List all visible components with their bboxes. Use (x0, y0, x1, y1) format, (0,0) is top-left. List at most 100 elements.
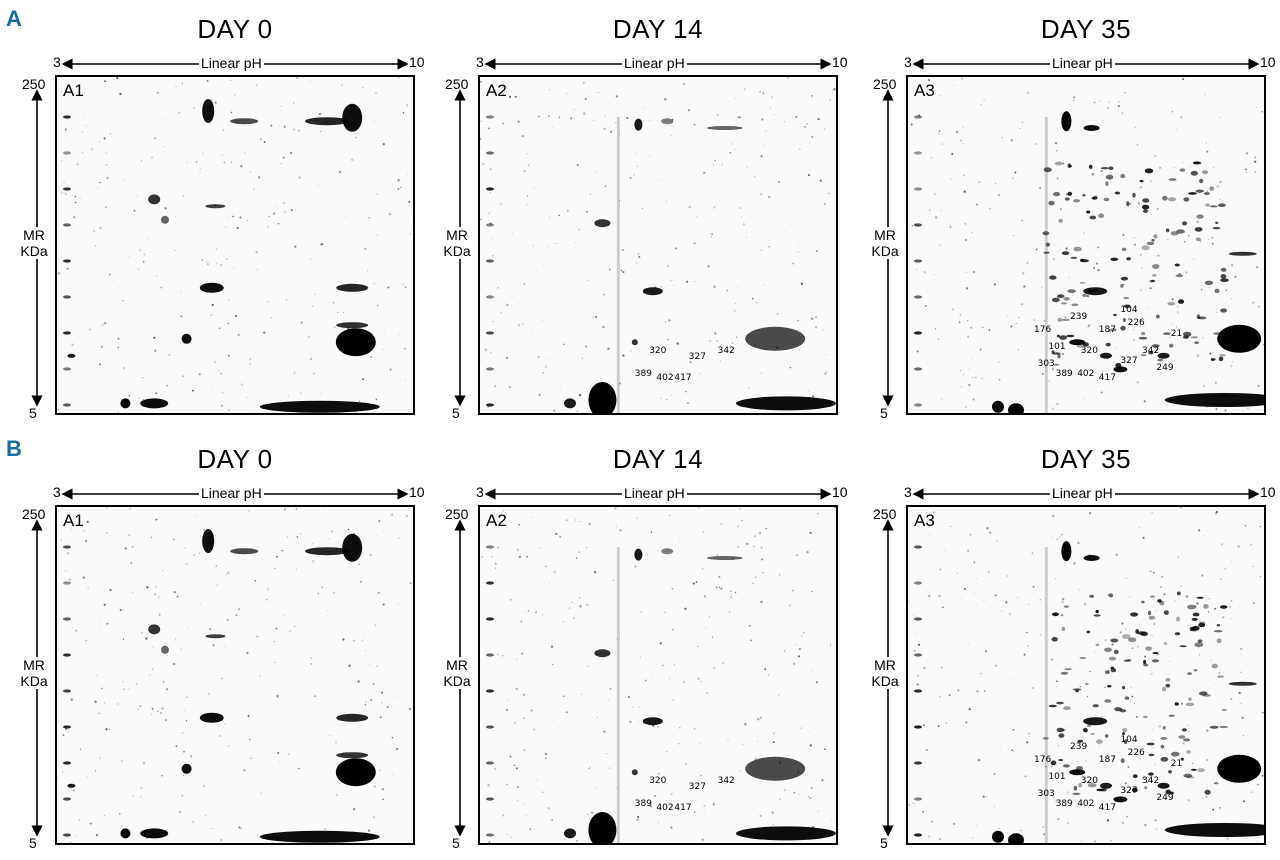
gel-spot-small (1167, 301, 1176, 306)
gel-speck (494, 767, 497, 770)
gel-speck (123, 688, 125, 690)
gel-speck (958, 321, 961, 324)
gel-speck (830, 820, 833, 822)
gel-speck (397, 179, 400, 182)
gel-speck (729, 151, 732, 154)
gel-speck (233, 267, 234, 269)
gel-speck (1159, 166, 1162, 169)
gel-spot-small (1082, 194, 1086, 197)
gel-speck (1244, 524, 1247, 527)
gel-speck (1065, 727, 1067, 729)
gel-speck (618, 133, 620, 135)
gel-speck (282, 658, 284, 660)
ph-axis-label: Linear pH (1050, 485, 1115, 501)
mr-label-line1: MR (23, 657, 45, 673)
gel-spot-small (1153, 234, 1158, 239)
gel-speck (829, 644, 832, 646)
gel-speck (539, 547, 541, 549)
gel-speck (1042, 825, 1045, 828)
gel-speck (1208, 598, 1210, 600)
gel-spot (1157, 352, 1170, 359)
gel-speck (1173, 166, 1175, 168)
gel-speck (1094, 651, 1096, 653)
gel-speck (534, 611, 538, 614)
ph-max-label: 10 (409, 484, 425, 500)
gel-speck (310, 657, 313, 659)
gel-speck (588, 522, 591, 526)
gel-speck (1102, 713, 1104, 715)
gel-speck (817, 810, 820, 812)
gel-speck (317, 185, 319, 187)
gel-speck (1056, 177, 1059, 180)
gel-image: A2 320 327 342 389 402 417 (478, 505, 838, 845)
gel-speck (949, 225, 951, 227)
gel-speck (820, 602, 822, 604)
gel-speck (409, 582, 412, 584)
gel-speck (578, 596, 581, 599)
gel-spot-small (1168, 178, 1177, 181)
gel-speck (812, 395, 815, 398)
gel-speck (532, 622, 534, 623)
gel-speck (817, 512, 819, 515)
gel-spot-small (1143, 663, 1149, 667)
gel-speck (342, 702, 344, 703)
gel-speck (408, 78, 410, 80)
gel-speck (1255, 106, 1258, 109)
gel-speck (699, 742, 701, 744)
gel-speck (1124, 782, 1127, 785)
gel-spot (1008, 833, 1024, 843)
gel-spot-small (1177, 299, 1185, 304)
gel-speck (974, 592, 976, 594)
gel-spot-small (1152, 273, 1157, 277)
gel-speck (166, 688, 169, 691)
gel-speck (234, 94, 236, 96)
gel-speck (183, 195, 185, 197)
gel-spot-small (1141, 600, 1145, 604)
gel-speck (1128, 596, 1130, 598)
gel-speck (124, 547, 127, 550)
ladder-band (63, 653, 71, 657)
gel-speck (337, 312, 339, 314)
gel-speck (1043, 833, 1045, 836)
gel-speck (128, 688, 130, 690)
gel-speck (908, 600, 910, 602)
gel-spot-small (1059, 729, 1066, 731)
gel-speck (934, 328, 937, 330)
gel-speck (69, 578, 71, 581)
ladder-band (486, 187, 494, 191)
gel-speck (237, 608, 241, 611)
gel-speck (754, 576, 757, 579)
gel-spot-small (1170, 231, 1179, 236)
gel-speck (521, 652, 524, 655)
gel-speck (279, 125, 281, 126)
gel-speck (497, 546, 500, 549)
gel-speck (809, 142, 811, 144)
gel-speck (652, 354, 655, 356)
gel-speck (1256, 841, 1259, 843)
gel-speck (1215, 382, 1217, 384)
gel-spot (642, 717, 663, 726)
gel-speck (1206, 150, 1209, 153)
gel-spot (1083, 287, 1108, 296)
mr-label-line2: KDa (871, 673, 899, 689)
gel-speck (276, 696, 279, 699)
gel-speck (247, 714, 250, 717)
gel-spot-small (1113, 649, 1119, 655)
gel-speck (1245, 152, 1248, 155)
gel-speck (1218, 672, 1221, 675)
gel-speck (227, 299, 230, 301)
spot-annotation: 226 (1127, 748, 1145, 759)
gel-spot-small (1192, 612, 1200, 617)
gel-speck (1206, 729, 1209, 732)
gel-speck (670, 280, 672, 282)
gel-speck (744, 722, 747, 726)
gel-spot-small (1150, 595, 1155, 598)
gel-speck (370, 699, 373, 702)
gel-speck (965, 287, 969, 290)
gel-spot (1061, 541, 1072, 562)
gel-speck (636, 815, 640, 819)
gel-speck (295, 77, 298, 79)
gel-speck (934, 193, 936, 195)
gel-speck (387, 286, 390, 289)
gel-speck (178, 111, 181, 114)
